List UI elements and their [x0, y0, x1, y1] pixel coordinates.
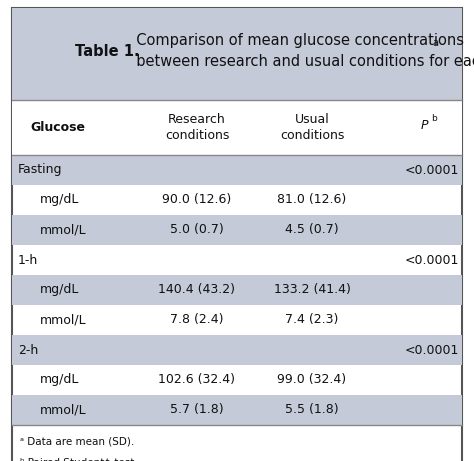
Text: 102.6 (32.4): 102.6 (32.4) — [158, 373, 236, 386]
Text: mg/dL: mg/dL — [40, 284, 79, 296]
Text: <0.0001: <0.0001 — [405, 254, 459, 266]
Text: mmol/L: mmol/L — [40, 313, 87, 326]
Text: 7.8 (2.4): 7.8 (2.4) — [170, 313, 224, 326]
Bar — [12, 155, 462, 185]
Text: Comparison of mean glucose concentrations
  between research and usual condition: Comparison of mean glucose concentration… — [127, 33, 474, 69]
Text: a: a — [433, 38, 439, 48]
Bar — [12, 8, 462, 100]
Text: b: b — [431, 114, 437, 123]
Text: P: P — [420, 119, 428, 132]
Text: 99.0 (32.4): 99.0 (32.4) — [277, 373, 346, 386]
Text: 2-h: 2-h — [18, 343, 38, 356]
Text: 5.7 (1.8): 5.7 (1.8) — [170, 403, 224, 416]
Text: 7.4 (2.3): 7.4 (2.3) — [285, 313, 339, 326]
Text: ᵃ Data are mean (SD).: ᵃ Data are mean (SD). — [20, 436, 134, 446]
Text: Glucose: Glucose — [30, 121, 85, 134]
Text: 133.2 (41.4): 133.2 (41.4) — [273, 284, 350, 296]
Bar — [12, 275, 462, 305]
Bar — [12, 395, 462, 425]
Text: Fasting: Fasting — [18, 164, 63, 177]
Text: 1-h: 1-h — [18, 254, 38, 266]
Bar — [12, 335, 462, 365]
Text: 90.0 (12.6): 90.0 (12.6) — [163, 194, 232, 207]
Bar — [12, 100, 462, 155]
Text: mg/dL: mg/dL — [40, 194, 79, 207]
Bar — [12, 215, 462, 245]
Text: 5.5 (1.8): 5.5 (1.8) — [285, 403, 339, 416]
Text: ᵇ Paired Student: ᵇ Paired Student — [20, 458, 108, 461]
Text: test.: test. — [111, 458, 138, 461]
Text: Table 1.: Table 1. — [75, 43, 140, 59]
Text: <0.0001: <0.0001 — [405, 164, 459, 177]
Text: 140.4 (43.2): 140.4 (43.2) — [158, 284, 236, 296]
Text: 81.0 (12.6): 81.0 (12.6) — [277, 194, 346, 207]
Text: mmol/L: mmol/L — [40, 224, 87, 236]
Text: 5.0 (0.7): 5.0 (0.7) — [170, 224, 224, 236]
Text: Usual
conditions: Usual conditions — [280, 113, 344, 142]
Text: mg/dL: mg/dL — [40, 373, 79, 386]
Text: 4.5 (0.7): 4.5 (0.7) — [285, 224, 339, 236]
Text: mmol/L: mmol/L — [40, 403, 87, 416]
Text: <0.0001: <0.0001 — [405, 343, 459, 356]
Text: t: t — [104, 458, 108, 461]
Text: Research
conditions: Research conditions — [165, 113, 229, 142]
